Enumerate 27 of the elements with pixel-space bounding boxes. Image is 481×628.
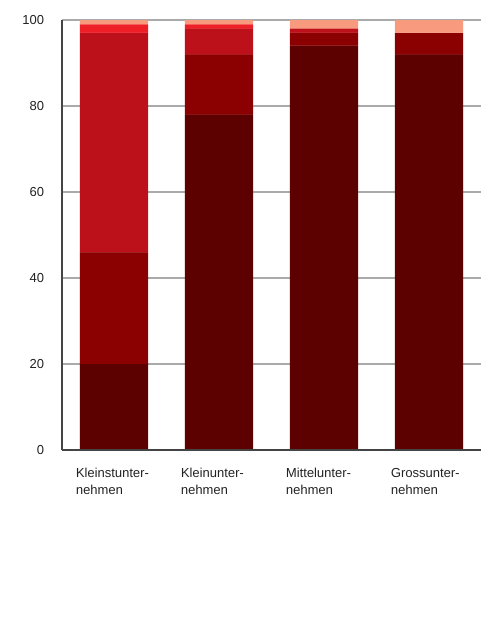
bar (394, 54, 464, 450)
y-tick-label: 80 (30, 98, 44, 114)
bar (184, 20, 254, 24)
x-tick-label: Mittelunter-nehmen (286, 465, 351, 497)
bar (290, 32, 358, 46)
y-tick-label: 60 (30, 184, 44, 200)
bar (184, 24, 254, 29)
bar (290, 28, 358, 33)
bar (290, 46, 358, 450)
bar (80, 32, 148, 252)
bar (80, 364, 148, 450)
y-tick-label: 0 (36, 442, 44, 458)
bar (394, 32, 464, 54)
x-tick-label: Grossunter-nehmen (390, 465, 460, 497)
bar (184, 114, 254, 450)
bar (80, 20, 148, 24)
bar (184, 54, 254, 115)
x-tick-label: Kleinstunter-nehmen (76, 465, 149, 497)
y-tick-label: 20 (30, 356, 44, 372)
x-tick-label: Kleinunter-nehmen (180, 465, 244, 497)
bar (184, 28, 254, 54)
y-tick-label: 40 (30, 270, 44, 286)
bar (394, 20, 464, 33)
bar (80, 24, 148, 33)
bar (80, 252, 148, 364)
y-tick-label: 100 (22, 12, 44, 28)
bar (290, 20, 358, 29)
